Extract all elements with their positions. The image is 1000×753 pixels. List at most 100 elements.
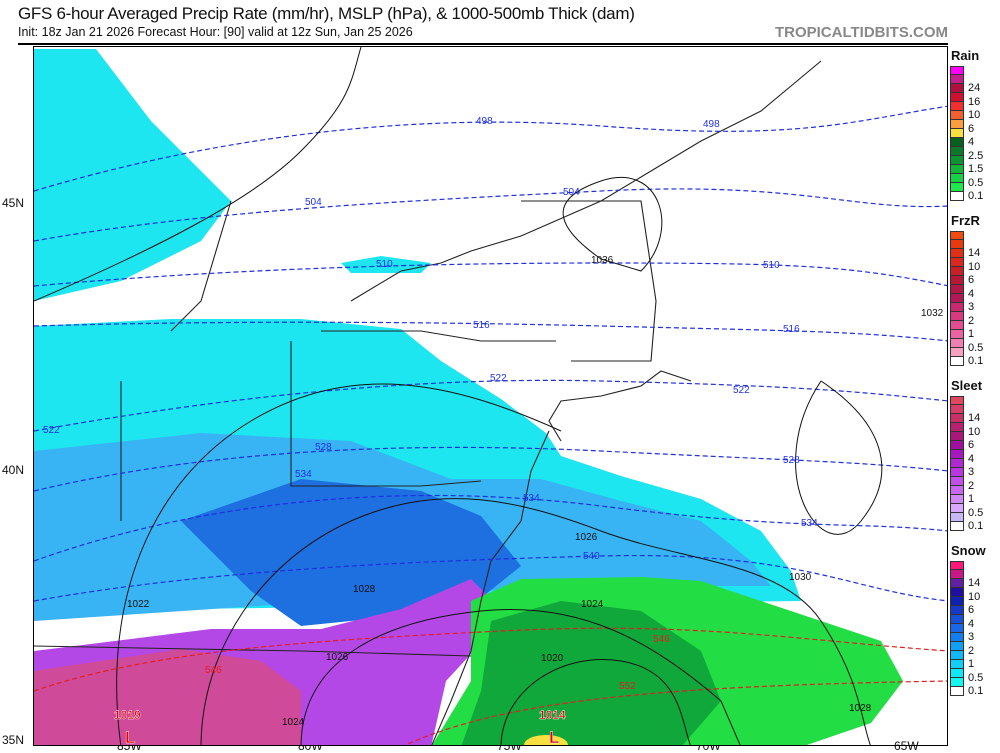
thickness-label: 552: [619, 681, 636, 692]
lon-label-65w: 65W: [894, 739, 919, 753]
map-svg: 498 498 504 504 510 510 516 516 522 522 …: [34, 47, 947, 746]
legend-swatch: [950, 294, 964, 303]
legend-swatch: [950, 522, 964, 531]
legend-swatch: [950, 165, 964, 174]
thickness-label: 528: [783, 455, 800, 466]
legend-swatch: [950, 312, 964, 321]
legend-swatch: [950, 660, 964, 669]
legend-swatch: [950, 414, 964, 423]
thickness-label: 528: [315, 442, 332, 453]
legend-swatch: [950, 111, 964, 120]
legend-swatch: [950, 285, 964, 294]
map-panel: 498 498 504 504 510 510 516 516 522 522 …: [33, 46, 948, 746]
legend-swatch: [950, 84, 964, 93]
low-pressure-symbol: L: [549, 728, 559, 746]
legend-swatch: [950, 321, 964, 330]
legend-swatch: [950, 588, 964, 597]
low-pressure-centers: 1019 L 1014 L: [114, 708, 566, 746]
legend-label: 4: [968, 136, 975, 148]
legend-swatch: [950, 687, 964, 696]
legend-label: 6: [968, 274, 975, 286]
legend-swatch: [950, 231, 964, 240]
legend-label: 2: [968, 314, 975, 327]
legend-swatch: [950, 183, 964, 192]
thickness-label: 504: [563, 187, 580, 198]
rain-peak-area: [524, 735, 568, 745]
coastlines-borders: [34, 60, 822, 745]
pressure-label: 1026: [575, 532, 598, 543]
sleet-heavy-area: [34, 649, 301, 745]
legend-swatch: [950, 678, 964, 687]
legend-label: 14: [968, 577, 981, 589]
legend-label: 2: [968, 644, 975, 657]
thickness-label: 510: [763, 260, 780, 271]
pressure-label: 1020: [541, 653, 564, 664]
legend-swatch: [950, 597, 964, 606]
legend-label: 0.5: [968, 341, 984, 354]
legend-label: 10: [968, 109, 981, 121]
snow-light-area: [34, 49, 231, 301]
legend-section-frzr: FrzR 14 10 6 4 3 2 1 0.5 0.1: [950, 213, 1000, 367]
thickness-label: 540: [583, 551, 600, 562]
legend-title: Snow: [951, 543, 986, 558]
lat-label-35n: 35N: [2, 733, 25, 747]
legend-swatch: [950, 633, 964, 642]
legend-label: 6: [968, 439, 975, 451]
thickness-label: 546: [205, 665, 222, 676]
thickness-label: 516: [783, 324, 800, 335]
legend-section-snow: Snow 14 10 6 4 3 2 1 0.5 0.1: [950, 543, 1000, 697]
precip-fields: [34, 49, 903, 745]
thickness-label: 522: [490, 373, 507, 384]
legend-swatch: [950, 66, 964, 75]
legend-section-sleet: Sleet 14 10 6 4 3 2 1 0.5 0.1: [950, 378, 1000, 532]
legend-label: 1.5: [968, 163, 984, 175]
legend-swatch: [950, 396, 964, 405]
legend-label: 10: [968, 590, 981, 603]
precip-legend: Rain 24 16 10 6 4 2.5 1.5 0.5 0.1 FrzR 14 10 6 4 3 2 1 0.5…: [950, 48, 1000, 708]
legend-swatch: [950, 606, 964, 615]
thickness-label: 546: [653, 634, 670, 645]
legend-label: 4: [968, 617, 975, 630]
legend-label: 10: [968, 260, 981, 273]
legend-label: 14: [968, 247, 981, 259]
legend-label: 10: [968, 425, 981, 438]
legend-swatch: [950, 240, 964, 249]
legend-swatch: [950, 432, 964, 441]
legend-label: 0.5: [968, 671, 984, 684]
legend-color-bar: 14 10 6 4 3 2 1 0.5 0.1: [950, 396, 1000, 532]
legend-swatch: [950, 615, 964, 624]
legend-swatch: [950, 561, 964, 570]
pressure-labels: 1036 1032 1026 1030 1028 1024 1022 1026 …: [127, 255, 944, 728]
pressure-label: 1028: [353, 584, 376, 595]
thickness-label: 498: [476, 116, 493, 127]
legend-swatch: [950, 267, 964, 276]
legend-swatch: [950, 102, 964, 111]
legend-color-bar: 14 10 6 4 3 2 1 0.5 0.1: [950, 561, 1000, 697]
legend-swatch: [950, 579, 964, 588]
pressure-label: 1026: [326, 652, 349, 663]
legend-swatch: [950, 147, 964, 156]
thickness-label: 534: [523, 493, 540, 504]
legend-swatch: [950, 495, 964, 504]
legend-label: 0.1: [968, 520, 984, 532]
thickness-label: 534: [295, 469, 312, 480]
legend-label: 0.1: [968, 190, 984, 202]
legend-swatch: [950, 450, 964, 459]
pressure-label: 1028: [849, 703, 872, 714]
legend-swatch: [950, 486, 964, 495]
legend-section-rain: Rain 24 16 10 6 4 2.5 1.5 0.5 0.1: [950, 48, 1000, 202]
legend-swatch: [950, 642, 964, 651]
legend-label: 14: [968, 412, 981, 424]
legend-label: 2.5: [968, 149, 984, 162]
legend-title: FrzR: [951, 213, 980, 228]
legend-title: Sleet: [951, 378, 983, 393]
legend-label: 2: [968, 479, 975, 492]
legend-swatch: [950, 192, 964, 201]
legend-swatch: [950, 423, 964, 432]
legend-swatch: [950, 156, 964, 165]
legend-swatch: [950, 357, 964, 366]
pressure-label: 1036: [591, 255, 614, 266]
legend-swatch: [950, 258, 964, 267]
pressure-label: 1032: [921, 308, 944, 319]
snow-heavy-area: [181, 479, 521, 626]
